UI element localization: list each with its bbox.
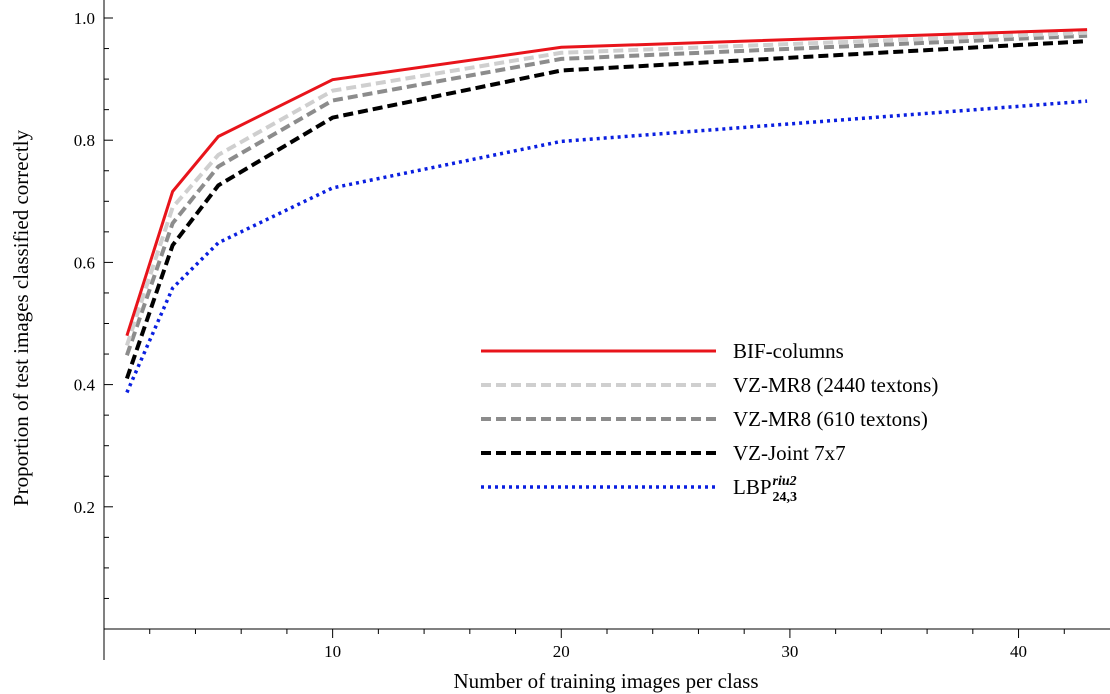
- legend-label-subscript: 24,3: [773, 490, 798, 505]
- legend-label: BIF-columns: [733, 339, 844, 363]
- y-tick-label: 1.0: [74, 9, 95, 28]
- legend: BIF-columns VZ-MR8 (2440 textons) VZ-MR8 (…: [481, 339, 938, 505]
- legend-label-superscript: riu2: [773, 474, 797, 489]
- series-line: [125, 28, 1088, 337]
- x-tick-label: 30: [781, 642, 798, 661]
- ticks: 10 20 30 40 0.2 0.4 0.6 0.8 1.0: [74, 9, 1065, 661]
- y-tick-label: 0.6: [74, 253, 95, 272]
- y-axis-title: Proportion of test images classified cor…: [9, 129, 33, 506]
- legend-label: VZ-MR8 (610 textons): [733, 407, 928, 431]
- x-tick-label: 40: [1010, 642, 1027, 661]
- series-line: [125, 39, 1088, 380]
- series-layer: [125, 28, 1088, 394]
- series-line: [125, 33, 1088, 356]
- series-line: [125, 30, 1088, 347]
- x-axis-title: Number of training images per class: [454, 669, 759, 693]
- legend-label: VZ-Joint 7x7: [733, 441, 846, 465]
- x-tick-label: 20: [553, 642, 570, 661]
- y-tick-label: 0.2: [74, 498, 95, 517]
- axes: [103, 0, 1110, 660]
- legend-label: LBP: [733, 475, 772, 499]
- legend-label: VZ-MR8 (2440 textons): [733, 373, 938, 397]
- y-tick-label: 0.4: [74, 376, 96, 395]
- series-line: [125, 99, 1088, 394]
- y-tick-label: 0.8: [74, 131, 95, 150]
- x-tick-label: 10: [324, 642, 341, 661]
